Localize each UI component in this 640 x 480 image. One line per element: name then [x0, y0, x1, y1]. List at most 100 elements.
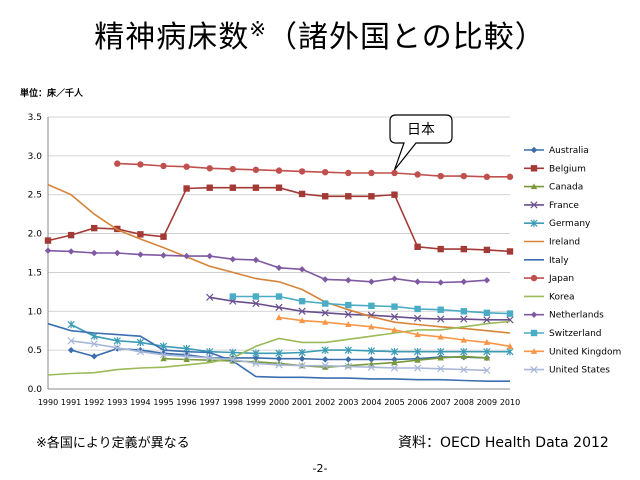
data-point-united-kingdom [298, 317, 306, 324]
series-line-ireland [47, 183, 511, 334]
legend-marker [530, 219, 538, 227]
legend-label: United Kingdom [549, 347, 621, 357]
data-point-switzerland [275, 293, 283, 300]
series-netherlands [44, 247, 491, 286]
data-point-germany [483, 347, 491, 356]
data-point-united-states [206, 354, 214, 362]
data-point-japan [229, 165, 236, 173]
data-point-netherlands [160, 252, 167, 259]
data-point-japan [506, 173, 514, 181]
data-point-japan [483, 173, 491, 181]
legend-entry-australia: Australia [524, 146, 589, 156]
series-united-states [67, 337, 491, 374]
data-point-united-states [159, 351, 168, 359]
data-point-japan [460, 172, 467, 180]
data-point-united-kingdom [437, 333, 444, 340]
data-point-switzerland [298, 297, 306, 305]
data-point-netherlands [229, 256, 236, 263]
legend-entry-ireland: Ireland [524, 238, 580, 248]
data-point-united-kingdom [322, 318, 329, 325]
data-point-united-kingdom [391, 326, 398, 333]
data-point-netherlands [437, 279, 444, 286]
callout-bubble [389, 114, 453, 171]
data-point-netherlands [322, 276, 329, 283]
x-tick-label: 2001 [292, 398, 312, 407]
data-point-switzerland [345, 301, 352, 309]
x-tick-label: 2000 [269, 398, 289, 407]
series-belgium [44, 184, 514, 255]
data-point-japan [391, 169, 398, 177]
data-point-united-kingdom [483, 339, 491, 345]
x-tick-label: 1994 [130, 398, 150, 407]
legend-entry-korea: Korea [524, 292, 575, 302]
data-point-netherlands [298, 266, 306, 273]
legend-marker [530, 365, 538, 374]
legend-entry-united-states: United States [524, 366, 610, 376]
data-point-united-states [344, 362, 352, 371]
data-point-united-states [252, 359, 260, 367]
data-point-netherlands [206, 252, 213, 260]
legend-marker [530, 274, 538, 282]
legend-label: Belgium [549, 164, 586, 174]
data-point-belgium [91, 224, 98, 232]
source-note: 資料：OECD Health Data 2012 [398, 435, 609, 451]
data-point-germany [344, 346, 352, 354]
legend-marker [530, 165, 538, 172]
series-line-korea [47, 320, 511, 376]
data-point-netherlands [414, 278, 421, 285]
data-point-germany [321, 346, 329, 354]
series-korea [47, 320, 511, 376]
data-point-australia [67, 346, 75, 354]
annotation-callout: 日本 [389, 114, 453, 171]
data-point-canada [183, 356, 190, 363]
data-point-japan [345, 169, 352, 177]
callout-label: 日本 [407, 122, 435, 138]
series-japan [114, 160, 514, 181]
data-point-united-kingdom [506, 343, 514, 349]
legend-entry-belgium: Belgium [524, 164, 586, 174]
legend-marker [530, 329, 538, 337]
data-point-united-states [113, 344, 121, 352]
data-point-germany [437, 347, 445, 356]
data-point-france [483, 316, 491, 324]
data-point-france [275, 303, 283, 312]
data-point-switzerland [437, 306, 444, 313]
data-point-germany [275, 349, 283, 357]
legend-marker [530, 146, 538, 154]
data-point-netherlands [391, 275, 398, 282]
data-point-belgium [345, 193, 352, 200]
data-point-switzerland [252, 293, 260, 300]
data-point-switzerland [460, 308, 467, 315]
data-point-united-states [298, 362, 306, 370]
data-point-france [206, 293, 214, 301]
data-point-japan [206, 165, 213, 172]
data-point-france [344, 310, 352, 319]
legend-label: Italy [549, 256, 569, 266]
series-line-france [209, 296, 510, 321]
data-point-japan [437, 172, 444, 180]
data-point-japan [114, 160, 121, 167]
data-point-belgium [506, 248, 514, 255]
series-line-belgium [47, 186, 511, 253]
data-point-germany [67, 320, 75, 329]
legend-entry-germany: Germany [524, 219, 591, 229]
data-point-germany [229, 348, 237, 357]
page-number: -2- [312, 462, 328, 475]
data-point-switzerland [368, 302, 375, 310]
data-point-belgium [67, 231, 75, 239]
data-point-france [413, 314, 422, 322]
data-point-france [390, 313, 399, 321]
y-tick-label: 3.5 [28, 113, 42, 123]
data-point-switzerland [391, 303, 398, 310]
data-point-belgium [391, 191, 398, 198]
y-tick-label: 1.0 [28, 307, 43, 317]
y-tick-label: 0.0 [28, 385, 43, 395]
legend-marker [530, 183, 538, 190]
data-point-germany [460, 347, 468, 356]
series-germany [67, 320, 514, 357]
data-point-australia [252, 354, 260, 362]
data-point-belgium [137, 231, 144, 238]
data-point-canada [160, 355, 167, 362]
data-point-belgium [252, 184, 260, 191]
